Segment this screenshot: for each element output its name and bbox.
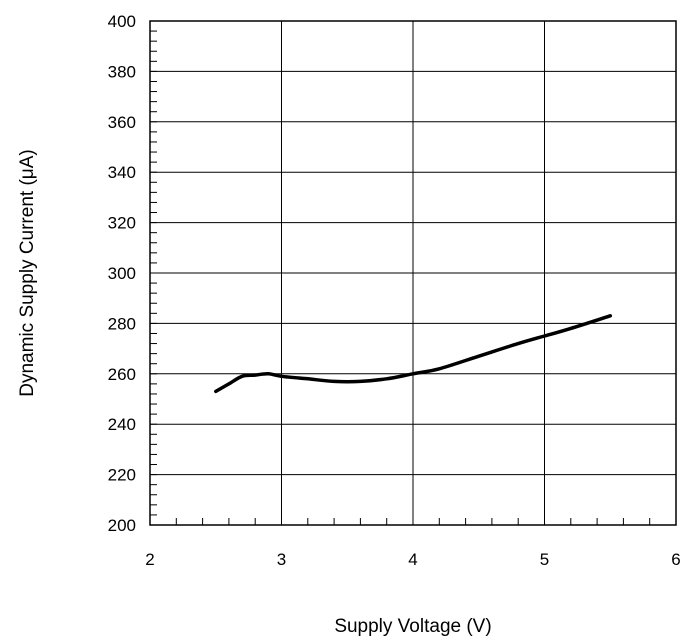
y-tick-labels: 200 220 240 260 280 300 320 340 360 380 400 (108, 12, 136, 535)
y-tick-label: 320 (108, 214, 136, 233)
y-tick-label: 380 (108, 62, 136, 81)
x-tick-label: 2 (145, 550, 154, 569)
x-tick-label: 3 (277, 550, 286, 569)
x-tick-label: 6 (671, 550, 680, 569)
x-axis-title: Supply Voltage (V) (334, 616, 491, 637)
y-tick-label: 200 (108, 516, 136, 535)
y-axis-title: Dynamic Supply Current (μA) (17, 149, 38, 396)
y-tick-label: 400 (108, 12, 136, 31)
y-tick-label: 300 (108, 264, 136, 283)
y-tick-label: 240 (108, 415, 136, 434)
x-tick-label: 5 (540, 550, 549, 569)
y-tick-label: 260 (108, 365, 136, 384)
x-tick-labels: 2 3 4 5 6 (145, 550, 680, 569)
grid (150, 21, 676, 525)
y-tick-label: 360 (108, 113, 136, 132)
y-tick-label: 280 (108, 314, 136, 333)
y-tick-label: 340 (108, 163, 136, 182)
series-line (214, 314, 613, 394)
x-tick-label: 4 (408, 550, 417, 569)
y-tick-label: 220 (108, 466, 136, 485)
plot-frame (149, 20, 677, 526)
